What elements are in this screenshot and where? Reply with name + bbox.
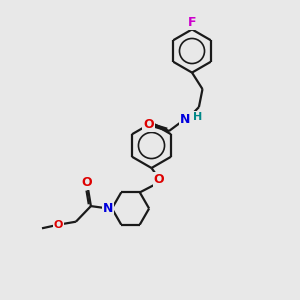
- Text: O: O: [143, 118, 154, 131]
- Text: F: F: [188, 16, 196, 29]
- Text: H: H: [194, 112, 202, 122]
- Text: O: O: [154, 173, 164, 186]
- Text: N: N: [103, 202, 113, 215]
- Text: O: O: [81, 176, 92, 189]
- Text: N: N: [180, 113, 190, 126]
- Text: O: O: [54, 220, 63, 230]
